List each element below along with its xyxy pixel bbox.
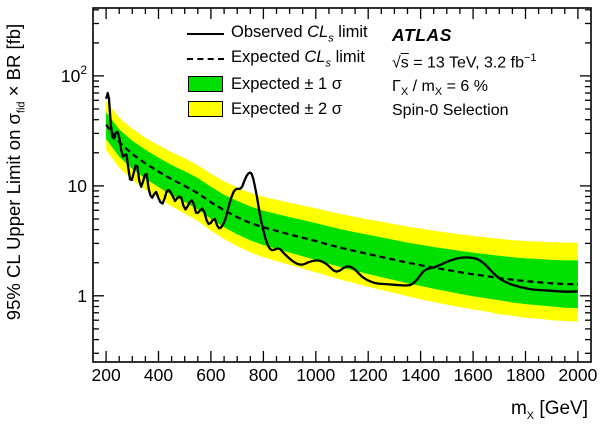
svg-text:10: 10: [68, 176, 88, 196]
mass-symbol: m: [510, 398, 527, 419]
y-title-units: × BR [fb]: [3, 23, 24, 102]
atlas-label: ATLAS: [392, 25, 453, 45]
y-title-text: 95% CL Upper Limit on: [3, 124, 24, 321]
green-band-swatch: [187, 76, 223, 92]
svg-text:2000: 2000: [558, 365, 597, 385]
sigma-fid-subscript: fid: [15, 101, 28, 114]
legend-item-1sigma: Expected ± 1 σ: [186, 74, 342, 94]
svg-text:1800: 1800: [506, 365, 545, 385]
observed-line-marker: [186, 33, 224, 35]
legend-label-2sigma: Expected ± 2 σ: [231, 99, 342, 118]
svg-text:1: 1: [77, 286, 87, 306]
svg-text:400: 400: [144, 365, 173, 385]
observed-limit-curve: [104, 91, 578, 293]
svg-text:1200: 1200: [349, 365, 388, 385]
selection-line: Spin-0 Selection: [392, 102, 509, 119]
axis-ticks: [93, 8, 591, 362]
dashed-line-swatch: [186, 58, 224, 60]
solid-line-swatch: [186, 33, 224, 35]
axis-tick-labels: 200 400 600 800 1000 1200 1400 1600 1800 2000 1 10 1…: [61, 63, 598, 385]
legend-item-2sigma: Expected ± 2 σ: [186, 99, 342, 119]
band-2sigma-marker: [186, 101, 224, 117]
yellow-band-swatch: [187, 101, 223, 117]
svg-text:1000: 1000: [296, 365, 335, 385]
svg-text:1600: 1600: [454, 365, 493, 385]
svg-text:200: 200: [91, 365, 120, 385]
y-axis-title: 95% CL Upper Limit on σfid × BR [fb]: [3, 6, 28, 338]
band-1sigma-area: [106, 112, 578, 309]
legend-label-1sigma: Expected ± 1 σ: [231, 74, 342, 93]
mass-subscript: X: [526, 409, 535, 422]
width-over-mass-line: ΓX / mX = 6 %: [392, 78, 488, 99]
svg-text:1400: 1400: [401, 365, 440, 385]
legend-item-observed: Observed CLs limit: [186, 23, 368, 45]
expected-line-marker: [186, 58, 224, 60]
svg-text:800: 800: [249, 365, 278, 385]
sigma-symbol: σ: [3, 113, 24, 125]
legend-label-observed: Observed CLs limit: [231, 23, 368, 45]
legend-label-expected: Expected CLs limit: [231, 48, 365, 70]
band-1sigma-marker: [186, 76, 224, 92]
sqrt-s-line: √s = 13 TeV, 3.2 fb−1: [392, 52, 537, 72]
svg-text:102: 102: [61, 63, 87, 86]
x-title-units: [GeV]: [534, 398, 588, 419]
x-axis-title: mX [GeV]: [470, 398, 588, 422]
legend-item-expected: Expected CLs limit: [186, 48, 365, 70]
svg-text:600: 600: [196, 365, 225, 385]
